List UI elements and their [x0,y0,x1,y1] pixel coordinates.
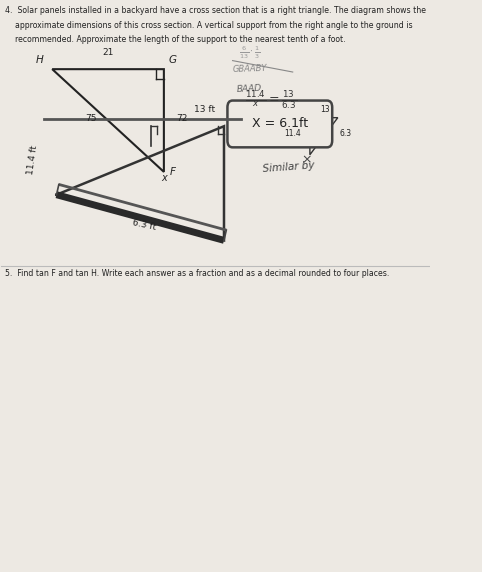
Text: F: F [170,166,175,177]
Text: 4.  Solar panels installed in a backyard have a cross section that is a right tr: 4. Solar panels installed in a backyard … [5,6,426,15]
Text: BAAD: BAAD [237,84,263,94]
Text: x: x [162,173,167,182]
Text: $\times$: $\times$ [301,153,312,166]
Text: 13 ft: 13 ft [194,105,215,114]
Text: G: G [169,55,176,65]
Text: recommended. Approximate the length of the support to the nearest tenth of a foo: recommended. Approximate the length of t… [5,35,346,44]
Text: Similar by: Similar by [263,160,315,174]
Text: GBAABY: GBAABY [233,64,268,74]
Text: 21: 21 [102,48,114,57]
Text: 11.4: 11.4 [284,129,301,138]
FancyBboxPatch shape [228,101,332,148]
Text: $\frac{11.4}{x} = \frac{13}{6.3}$: $\frac{11.4}{x} = \frac{13}{6.3}$ [245,89,298,111]
Text: 72: 72 [176,113,187,122]
Text: 75: 75 [85,113,96,122]
Text: approximate dimensions of this cross section. A vertical support from the right : approximate dimensions of this cross sec… [5,21,413,30]
Text: 13: 13 [320,105,330,114]
Text: $\frac{6}{13}\cdot\frac{1}{3}$: $\frac{6}{13}\cdot\frac{1}{3}$ [239,45,261,61]
Text: 5.  Find tan F and tan H. Write each answer as a fraction and as a decimal round: 5. Find tan F and tan H. Write each answ… [5,269,389,278]
Text: 6.3 ft: 6.3 ft [132,218,157,232]
Text: X = 6.1ft: X = 6.1ft [252,117,308,130]
Text: H: H [36,55,43,65]
Text: 11.4 ft: 11.4 ft [27,145,40,176]
Text: 6.3: 6.3 [340,129,352,138]
